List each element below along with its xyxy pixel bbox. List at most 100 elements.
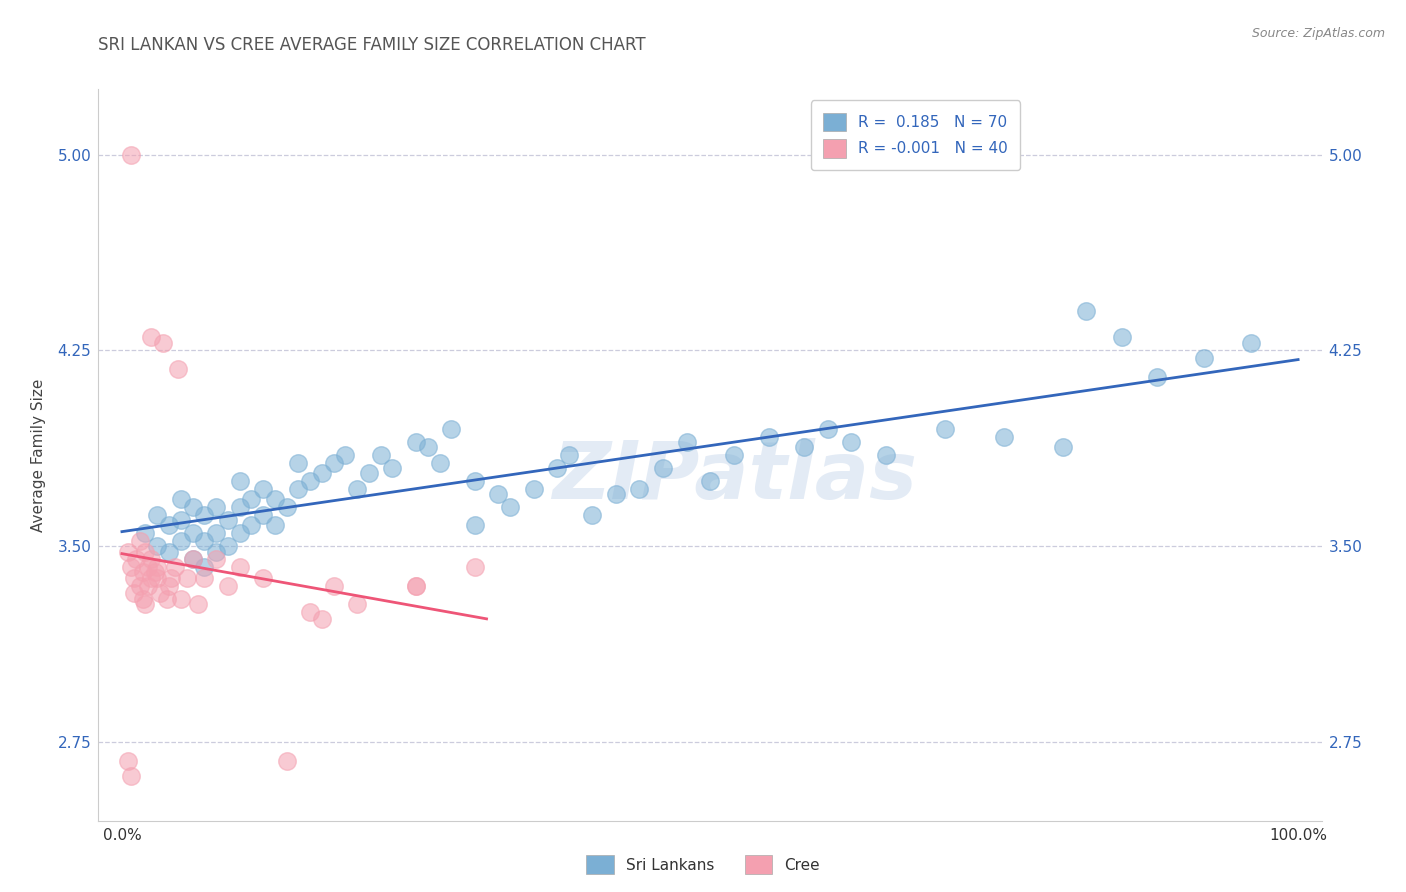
- Point: [429, 456, 451, 470]
- Point: [134, 597, 156, 611]
- Point: [163, 560, 186, 574]
- Point: [157, 518, 180, 533]
- Point: [558, 448, 581, 462]
- Point: [263, 492, 285, 507]
- Point: [1052, 440, 1074, 454]
- Point: [758, 430, 780, 444]
- Point: [675, 434, 697, 449]
- Point: [464, 518, 486, 533]
- Point: [120, 147, 142, 161]
- Point: [416, 440, 439, 454]
- Point: [125, 552, 148, 566]
- Point: [122, 586, 145, 600]
- Point: [117, 754, 139, 768]
- Point: [699, 474, 721, 488]
- Point: [228, 500, 250, 515]
- Point: [181, 552, 204, 566]
- Point: [405, 434, 427, 449]
- Point: [381, 461, 404, 475]
- Point: [181, 526, 204, 541]
- Point: [205, 552, 228, 566]
- Point: [217, 513, 239, 527]
- Point: [486, 487, 509, 501]
- Point: [205, 544, 228, 558]
- Point: [252, 571, 274, 585]
- Point: [1076, 304, 1098, 318]
- Point: [605, 487, 627, 501]
- Point: [311, 613, 333, 627]
- Text: ZIPatlas: ZIPatlas: [553, 438, 917, 516]
- Point: [723, 448, 745, 462]
- Point: [146, 539, 169, 553]
- Point: [170, 492, 193, 507]
- Point: [141, 330, 163, 344]
- Point: [1111, 330, 1133, 344]
- Point: [875, 448, 897, 462]
- Point: [228, 474, 250, 488]
- Point: [120, 560, 142, 574]
- Point: [117, 544, 139, 558]
- Point: [176, 571, 198, 585]
- Point: [1240, 335, 1263, 350]
- Point: [193, 560, 215, 574]
- Y-axis label: Average Family Size: Average Family Size: [31, 378, 46, 532]
- Point: [793, 440, 815, 454]
- Point: [581, 508, 603, 522]
- Point: [136, 560, 159, 574]
- Point: [193, 571, 215, 585]
- Point: [817, 422, 839, 436]
- Point: [335, 448, 357, 462]
- Point: [652, 461, 675, 475]
- Point: [346, 482, 368, 496]
- Point: [299, 474, 322, 488]
- Point: [134, 526, 156, 541]
- Point: [240, 492, 263, 507]
- Point: [1146, 369, 1168, 384]
- Point: [299, 605, 322, 619]
- Point: [252, 508, 274, 522]
- Point: [934, 422, 956, 436]
- Point: [628, 482, 651, 496]
- Point: [146, 508, 169, 522]
- Point: [136, 578, 159, 592]
- Point: [228, 526, 250, 541]
- Point: [193, 534, 215, 549]
- Point: [993, 430, 1015, 444]
- Point: [1192, 351, 1215, 366]
- Point: [276, 754, 298, 768]
- Point: [546, 461, 568, 475]
- Point: [146, 571, 169, 585]
- Point: [141, 552, 163, 566]
- Point: [132, 591, 155, 606]
- Point: [132, 566, 155, 580]
- Point: [156, 591, 179, 606]
- Point: [322, 456, 344, 470]
- Point: [181, 500, 204, 515]
- Text: Source: ZipAtlas.com: Source: ZipAtlas.com: [1251, 27, 1385, 40]
- Point: [217, 539, 239, 553]
- Point: [170, 534, 193, 549]
- Point: [120, 769, 142, 783]
- Point: [322, 578, 344, 592]
- Point: [263, 518, 285, 533]
- Point: [499, 500, 522, 515]
- Point: [405, 578, 427, 592]
- Point: [464, 474, 486, 488]
- Point: [346, 597, 368, 611]
- Point: [357, 467, 380, 481]
- Point: [187, 597, 209, 611]
- Point: [143, 566, 166, 580]
- Point: [839, 434, 862, 449]
- Point: [193, 508, 215, 522]
- Point: [228, 560, 250, 574]
- Point: [157, 544, 180, 558]
- Point: [128, 534, 150, 549]
- Point: [276, 500, 298, 515]
- Point: [205, 500, 228, 515]
- Point: [287, 456, 309, 470]
- Point: [146, 560, 169, 574]
- Point: [311, 467, 333, 481]
- Point: [149, 586, 172, 600]
- Point: [240, 518, 263, 533]
- Legend: R =  0.185   N = 70, R = -0.001   N = 40: R = 0.185 N = 70, R = -0.001 N = 40: [811, 101, 1021, 169]
